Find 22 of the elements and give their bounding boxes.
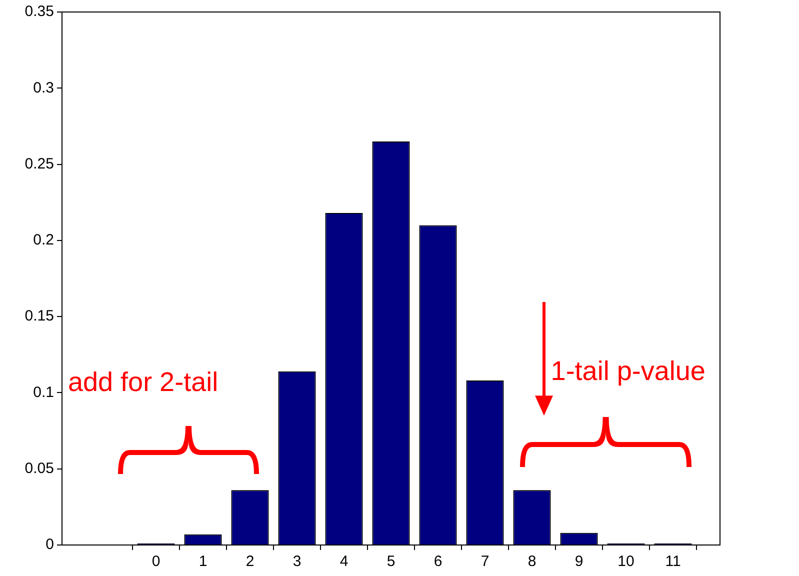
- x-tick-label: 10: [618, 553, 634, 570]
- y-tick-label: 0.35: [24, 3, 54, 20]
- x-tick-label: 0: [152, 553, 160, 570]
- x-tick-label: 3: [292, 553, 302, 570]
- x-tick-label: 9: [574, 553, 584, 570]
- y-tick-label: 0.15: [24, 308, 54, 325]
- x-tick-label: 8: [528, 553, 536, 570]
- y-tick-label: 0.3: [33, 79, 54, 96]
- y-tick-label: 0.05: [24, 460, 54, 477]
- x-tick-label: 1: [198, 553, 208, 570]
- y-tick-label: 0.25: [24, 155, 54, 172]
- x-tick-label: 5: [386, 553, 396, 570]
- x-tick-label: 6: [434, 553, 442, 570]
- y-tick-label: 0: [46, 536, 54, 554]
- x-tick-label: 2: [246, 553, 254, 570]
- x-tick-label: 7: [480, 553, 490, 570]
- annotation: 1-tail p-value: [550, 356, 706, 388]
- y-tick-label: 0.2: [33, 232, 54, 249]
- y-tick-label: 0.1: [33, 384, 54, 401]
- x-tick-label: 4: [340, 553, 348, 570]
- x-tick-label: 11: [665, 553, 681, 570]
- annotation: add for 2-tail: [68, 366, 218, 398]
